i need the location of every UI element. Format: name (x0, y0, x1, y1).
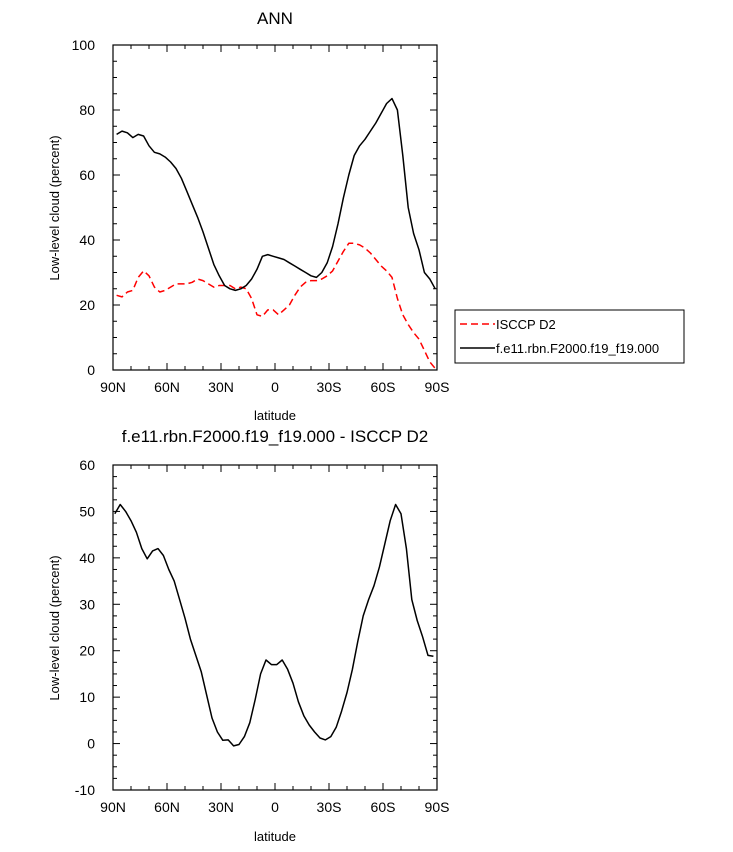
top-chart-title: ANN (257, 9, 293, 28)
bottom-x-tick-label: 60N (154, 799, 180, 815)
bottom-y-tick-label: 60 (79, 457, 95, 473)
top-x-tick-label: 90N (100, 379, 126, 395)
legend: ISCCP D2 f.e11.rbn.F2000.f19_f19.000 (454, 309, 685, 364)
top-y-tick-label: 0 (87, 362, 95, 378)
legend-label-model: f.e11.rbn.F2000.f19_f19.000 (496, 341, 659, 356)
top-x-tick-label: 0 (271, 379, 279, 395)
top-x-tick-label: 90S (425, 379, 450, 395)
top-x-tick-label: 60S (371, 379, 396, 395)
bottom-x-tick-label: 60S (371, 799, 396, 815)
bottom-y-axis-label: Low-level cloud (percent) (47, 555, 62, 700)
bottom-y-tick-label: 10 (79, 689, 95, 705)
top-axis-ticks (112, 44, 438, 371)
top-y-tick-labels: 0 20 40 60 80 100 (72, 37, 96, 378)
top-y-tick-label: 100 (72, 37, 96, 53)
bottom-x-axis-label: latitude (254, 829, 296, 844)
bottom-y-tick-label: -10 (75, 782, 95, 798)
top-x-tick-label: 60N (154, 379, 180, 395)
bottom-y-tick-label: 0 (87, 736, 95, 752)
top-y-tick-label: 20 (79, 297, 95, 313)
bottom-y-tick-labels: -10 0 10 20 30 40 50 60 (75, 457, 95, 798)
bottom-x-tick-label: 30S (317, 799, 342, 815)
bottom-panel: f.e11.rbn.F2000.f19_f19.000 - ISCCP D2 9… (47, 427, 449, 844)
top-y-tick-label: 60 (79, 167, 95, 183)
legend-label-isccp: ISCCP D2 (496, 317, 556, 332)
bottom-x-tick-label: 0 (271, 799, 279, 815)
bottom-x-tick-label: 90N (100, 799, 126, 815)
top-series-line-f-e11-rbn-f2000-f19-f19-000 (116, 97, 436, 292)
bottom-y-tick-label: 40 (79, 550, 95, 566)
top-panel: ANN 90N 60N 30N 0 30S 60S 90S 0 20 40 60 80 100 lat… (47, 9, 685, 423)
top-plot-frame (112, 44, 438, 371)
top-x-tick-label: 30N (208, 379, 234, 395)
bottom-y-tick-label: 30 (79, 596, 95, 612)
bottom-y-tick-label: 50 (79, 503, 95, 519)
bottom-x-tick-label: 30N (208, 799, 234, 815)
top-y-tick-label: 40 (79, 232, 95, 248)
bottom-x-tick-labels: 90N 60N 30N 0 30S 60S 90S (100, 799, 449, 815)
top-series-line-isccp-d2 (116, 242, 436, 369)
bottom-y-tick-label: 20 (79, 643, 95, 659)
top-y-tick-label: 80 (79, 102, 95, 118)
top-x-axis-label: latitude (254, 408, 296, 423)
bottom-chart-title: f.e11.rbn.F2000.f19_f19.000 - ISCCP D2 (122, 427, 429, 446)
bottom-series-lines (114, 503, 434, 747)
top-x-tick-labels: 90N 60N 30N 0 30S 60S 90S (100, 379, 449, 395)
bottom-series-line-f-e11-rbn-f2000-f19-f19-000-isccp-d2 (114, 503, 434, 747)
top-series-lines (116, 97, 436, 369)
top-y-axis-label: Low-level cloud (percent) (47, 135, 62, 280)
bottom-plot-frame (112, 464, 438, 791)
top-x-tick-label: 30S (317, 379, 342, 395)
legend-box (454, 309, 685, 364)
bottom-axis-ticks (112, 464, 438, 791)
bottom-x-tick-label: 90S (425, 799, 450, 815)
